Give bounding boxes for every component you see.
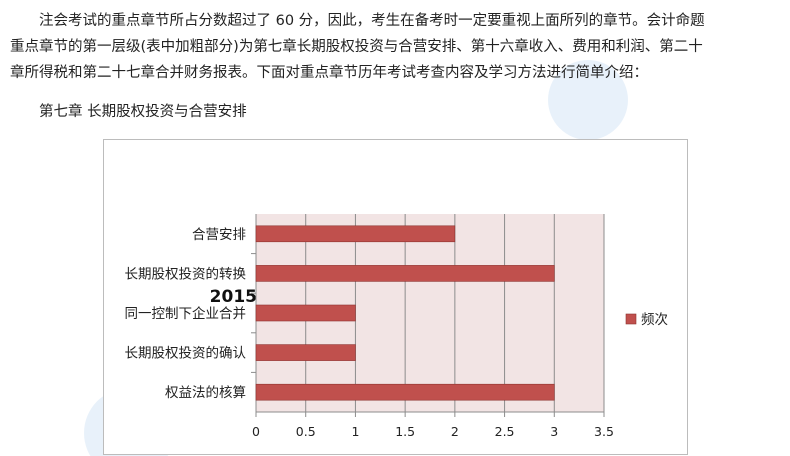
bar <box>255 344 356 361</box>
x-tick-label: 0.5 <box>296 424 316 439</box>
bar <box>255 225 456 243</box>
x-tick-label: 3.5 <box>594 424 614 439</box>
bar <box>255 383 555 401</box>
x-tick-label: 2 <box>451 424 459 439</box>
x-tick-label: 1 <box>351 424 359 439</box>
paragraph-line: 注会考试的重点章节所占分数超过了 60 分，因此，考生在备考时一定要重视上面所列… <box>39 13 705 29</box>
x-tick-label: 1.5 <box>395 424 415 439</box>
y-category-label: 合营安排 <box>192 227 246 243</box>
watermark-right <box>548 60 628 140</box>
y-category-label: 权益法的核算 <box>165 384 246 401</box>
legend-swatch <box>625 313 637 325</box>
section-heading: 第七章 长期股权投资与合营安排 <box>39 104 247 120</box>
y-category-label: 同一控制下企业合并 <box>125 305 247 322</box>
bar <box>255 265 555 282</box>
intro-paragraph: 注会考试的重点章节所占分数超过了 60 分，因此，考生在备考时一定要重视上面所列… <box>10 8 780 86</box>
legend-label: 频次 <box>641 312 668 328</box>
paragraph-line: 章所得税和第二十七章合并财务报表。下面对重点章节历年考试考查内容及学习方法进行简… <box>10 65 648 81</box>
bar <box>255 304 356 322</box>
x-tick-label: 0 <box>252 424 260 439</box>
x-tick-label: 3 <box>550 424 558 439</box>
y-category-label: 长期股权投资的转换 <box>125 265 247 282</box>
y-category-label: 长期股权投资的确认 <box>125 345 247 362</box>
paragraph-line: 重点章节的第一层级(表中加粗部分)为第七章长期股权投资与合营安排、第十六章收入、… <box>10 39 703 55</box>
x-tick-label: 2.5 <box>495 424 515 439</box>
